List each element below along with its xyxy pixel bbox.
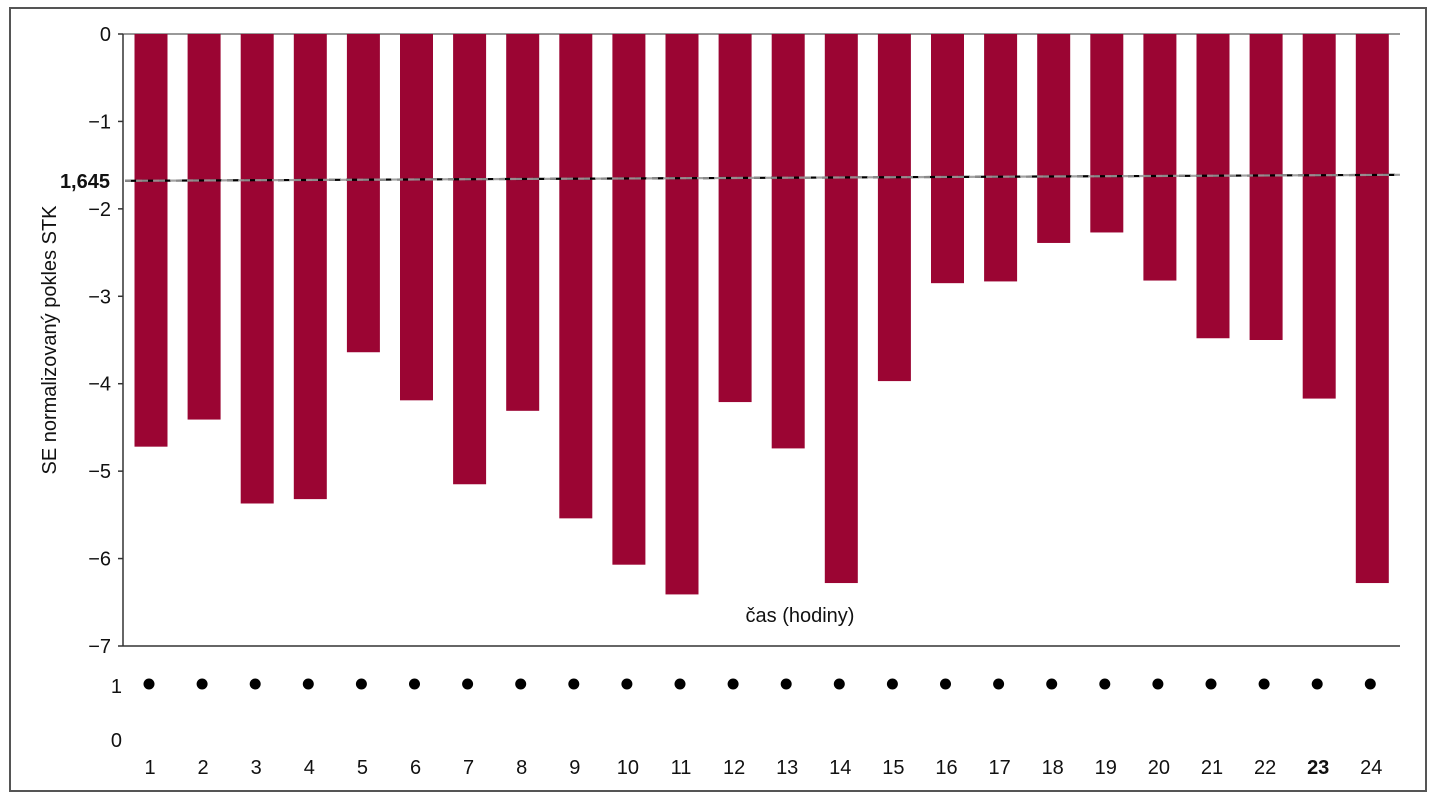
threshold-label: 1,645 xyxy=(60,171,110,193)
x-tick-label: 13 xyxy=(776,757,798,779)
x-tick-label: 12 xyxy=(723,757,745,779)
x-tick-label: 18 xyxy=(1042,757,1064,779)
bar xyxy=(824,34,858,584)
indicator-dot xyxy=(249,678,261,690)
indicator-dot xyxy=(196,678,208,690)
bar xyxy=(134,34,168,447)
y-tick-label: −5 xyxy=(88,461,111,483)
bar xyxy=(293,34,327,500)
indicator-dot xyxy=(1046,678,1058,690)
indicator-dot xyxy=(674,678,686,690)
x-axis-title: čas (hodiny) xyxy=(746,605,855,627)
x-tick-label: 6 xyxy=(410,757,421,779)
bar xyxy=(1249,34,1283,340)
bar xyxy=(877,34,911,382)
bar xyxy=(1196,34,1230,339)
indicator-dot xyxy=(780,678,792,690)
indicator-dot xyxy=(940,678,951,690)
bars xyxy=(134,34,1389,595)
x-tick-label: 17 xyxy=(988,757,1010,779)
bar xyxy=(612,34,646,565)
y-axis-title: SE normalizovaný pokles STK xyxy=(39,205,61,475)
y-tick-label: 0 xyxy=(100,24,111,46)
x-tick-label: 2 xyxy=(198,757,209,779)
x-tick-label: 14 xyxy=(829,757,851,779)
y-tick-label: −2 xyxy=(88,199,111,221)
bar xyxy=(453,34,487,485)
y-tick-label: −7 xyxy=(88,636,111,658)
x-tick-label: 23 xyxy=(1307,757,1329,779)
indicator-dot xyxy=(1152,678,1164,690)
bar xyxy=(400,34,433,401)
indicator-dot xyxy=(1311,678,1323,690)
indicator-dot xyxy=(621,678,633,690)
y-axis: 0 −1 −2 −3 −4 −5 −6 −7 xyxy=(88,24,1400,658)
bar xyxy=(1143,34,1177,281)
x-tick-label: 7 xyxy=(463,757,474,779)
indicator-dot xyxy=(568,678,580,690)
indicator-dot xyxy=(727,678,739,690)
indicator-dot xyxy=(1205,678,1217,690)
x-tick-label: 22 xyxy=(1254,757,1276,779)
bar xyxy=(1037,34,1071,243)
x-tick-label: 3 xyxy=(251,757,262,779)
x-tick-label: 10 xyxy=(617,757,639,779)
x-tick-label: 24 xyxy=(1360,757,1382,779)
x-tick-label: 21 xyxy=(1201,757,1223,779)
indicator-dot xyxy=(1099,678,1111,690)
bar xyxy=(718,34,752,403)
x-tick-label: 5 xyxy=(357,757,368,779)
indicator-dot xyxy=(993,678,1005,690)
x-tick-label: 4 xyxy=(304,757,315,779)
y-tick-label: −4 xyxy=(88,374,111,396)
x-tick-label: 8 xyxy=(516,757,527,779)
indicator-label-0: 0 xyxy=(111,730,122,752)
indicator-dot xyxy=(143,678,155,690)
bar xyxy=(1355,34,1389,584)
x-tick-label: 9 xyxy=(569,757,580,779)
indicator-dot xyxy=(462,678,474,690)
x-tick-label: 15 xyxy=(882,757,904,779)
x-tick-label: 16 xyxy=(935,757,957,779)
bar xyxy=(240,34,274,504)
bar xyxy=(665,34,699,595)
x-axis: 1 2 3 4 5 6 7 8 9 10 11 12 13 14 15 16 17 18 19 20 21 22 23 24 xyxy=(144,757,1382,779)
indicator-dot xyxy=(1258,678,1270,690)
bar xyxy=(1090,34,1124,233)
bar xyxy=(771,34,805,449)
indicator-dot xyxy=(409,678,420,690)
x-tick-label: 20 xyxy=(1148,757,1170,779)
bar xyxy=(346,34,380,353)
x-tick-label: 1 xyxy=(144,757,155,779)
bar xyxy=(506,34,540,411)
bar xyxy=(1302,34,1336,399)
bar xyxy=(187,34,221,420)
threshold-line xyxy=(124,173,1401,182)
indicator-dot xyxy=(886,678,898,690)
bar xyxy=(559,34,593,519)
indicator-row: 10 xyxy=(111,676,1376,752)
indicator-dot xyxy=(833,678,845,690)
indicator-dot xyxy=(1364,678,1376,690)
indicator-dot xyxy=(355,678,367,690)
threshold-line-group xyxy=(124,173,1401,182)
indicator-label-1: 1 xyxy=(111,676,122,698)
y-tick-label: −6 xyxy=(88,549,111,571)
indicator-dot xyxy=(302,678,314,690)
x-tick-label: 11 xyxy=(671,757,692,779)
bar xyxy=(984,34,1018,282)
indicator-dot xyxy=(515,678,527,690)
bar xyxy=(931,34,964,284)
y-tick-label: −3 xyxy=(88,286,111,308)
x-tick-label: 19 xyxy=(1095,757,1117,779)
y-tick-label: −1 xyxy=(88,111,111,133)
